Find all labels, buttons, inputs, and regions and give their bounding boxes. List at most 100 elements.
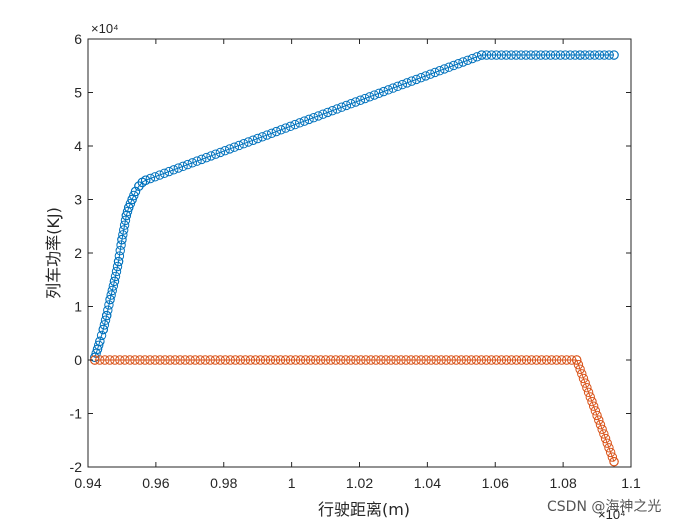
series-1-marker	[350, 97, 361, 107]
series-2-marker	[175, 355, 185, 365]
y-tick-label: 4	[74, 138, 82, 154]
series-1-marker	[476, 50, 487, 60]
series-1-marker	[609, 50, 619, 60]
series-1-marker	[206, 151, 216, 161]
series-2-marker	[411, 355, 421, 365]
series-1-marker	[531, 50, 541, 60]
series-2-marker	[265, 355, 276, 365]
series-2-marker	[551, 355, 562, 365]
series-1-marker	[95, 336, 105, 346]
series-2-marker	[396, 355, 406, 365]
y-tick-label: 6	[74, 31, 82, 47]
plot-area	[88, 39, 631, 467]
series-1-marker	[116, 240, 126, 250]
series-2-marker	[401, 355, 411, 365]
series-1-marker	[516, 50, 526, 60]
series-1-marker	[159, 168, 170, 178]
series-1-marker	[106, 290, 116, 300]
series-1-marker	[545, 50, 556, 60]
series-2-marker	[516, 355, 527, 365]
series-1-marker	[420, 71, 431, 81]
series-1-marker	[575, 50, 585, 60]
series-2-marker	[536, 355, 547, 365]
series-1-marker	[108, 281, 119, 291]
series-2-marker	[150, 355, 160, 365]
series-2-marker	[361, 355, 371, 365]
series-2-marker	[594, 415, 604, 425]
series-2-marker	[572, 355, 582, 365]
series-2-marker	[416, 355, 426, 365]
series-1-marker	[140, 175, 151, 185]
series-1-marker	[215, 147, 226, 158]
y-tick-label: 2	[74, 245, 82, 261]
series-2-marker	[275, 355, 286, 365]
series-1-marker	[243, 137, 254, 147]
series-2-marker	[160, 355, 170, 365]
x-tick-label: 1	[288, 475, 296, 491]
series-2-marker	[600, 433, 611, 444]
series-2-marker	[590, 406, 601, 416]
series-1-marker	[388, 83, 398, 93]
series-2-marker	[165, 355, 175, 365]
series-2-marker	[290, 355, 301, 365]
series-2-marker	[230, 355, 241, 365]
series-2-marker	[583, 387, 594, 398]
x-tick-label: 1.02	[346, 475, 373, 491]
series-1-marker	[458, 57, 468, 67]
series-2-marker	[496, 355, 507, 365]
series-2-marker	[406, 355, 416, 365]
series-2-marker	[597, 424, 607, 435]
series-2-marker	[110, 355, 120, 365]
series-2-marker	[341, 355, 351, 365]
series-2-marker	[541, 355, 552, 365]
series-1-marker	[112, 261, 123, 272]
series-2-marker	[255, 355, 266, 365]
series-1-marker	[411, 74, 422, 85]
series-2-marker	[546, 355, 557, 365]
series-2-marker	[300, 355, 311, 365]
series-1-marker	[472, 52, 482, 62]
series-2-marker	[446, 355, 456, 365]
series-2-marker	[315, 355, 326, 365]
series-2-marker	[566, 355, 577, 365]
series-2-marker	[115, 355, 125, 365]
series-1-marker	[392, 81, 403, 92]
series-2-marker	[381, 355, 391, 365]
x-tick-label: 0.94	[74, 475, 101, 491]
series-2-marker	[436, 355, 446, 365]
series-2-marker	[605, 447, 616, 458]
series-1-marker	[565, 50, 575, 60]
series-2-marker	[125, 355, 135, 365]
series-1-marker	[491, 50, 502, 60]
series-1-marker	[425, 69, 436, 79]
series-2-marker	[585, 392, 595, 402]
series-2-marker	[577, 369, 587, 379]
series-1-marker	[555, 50, 566, 60]
series-1-marker	[406, 76, 417, 86]
series-2-marker	[511, 355, 522, 365]
series-1-marker	[113, 256, 124, 267]
series-1-marker	[397, 79, 408, 90]
series-2-marker	[526, 355, 537, 365]
watermark-text: CSDN @海神之光	[547, 499, 661, 515]
series-1-marker	[257, 132, 268, 142]
series-1-marker	[238, 139, 249, 149]
series-2-marker	[592, 410, 602, 421]
series-1-marker	[364, 92, 375, 102]
series-2-marker	[170, 355, 180, 365]
series-1-marker	[585, 50, 595, 60]
series-2-marker	[245, 355, 256, 365]
series-2-marker	[260, 355, 271, 365]
series-2-marker	[471, 355, 482, 365]
series-1-marker	[589, 50, 600, 60]
series-1-marker	[540, 50, 551, 60]
series-2-marker	[180, 355, 190, 365]
y-axis-label: 列车功率(KJ)	[44, 207, 63, 299]
series-2-marker	[604, 443, 614, 453]
series-2-marker	[371, 355, 381, 365]
series-2-marker	[210, 355, 220, 365]
series-2-marker	[595, 419, 606, 430]
series-1-marker	[99, 320, 110, 330]
series-1-marker	[129, 190, 139, 201]
series-1-marker	[536, 50, 546, 60]
